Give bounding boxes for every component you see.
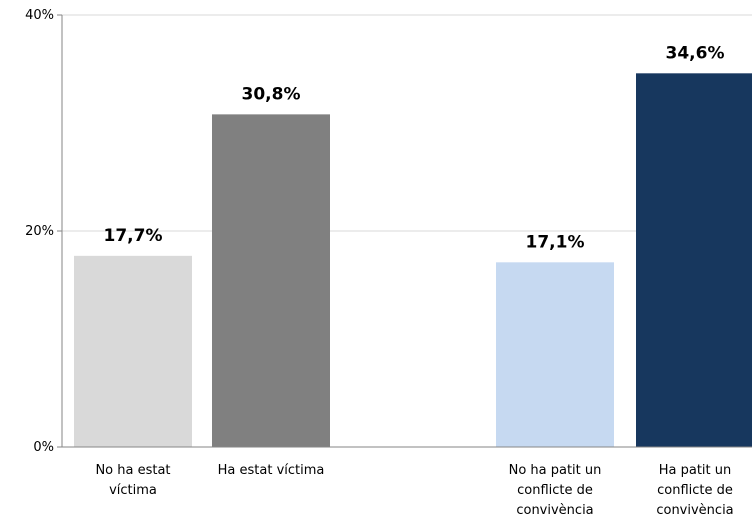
- bar-3: [636, 73, 752, 447]
- bar-2: [496, 262, 614, 447]
- category-label-1-line-0: Ha estat víctima: [218, 463, 325, 478]
- bar-1: [212, 114, 330, 448]
- category-label-0-line-0: No ha estat: [95, 463, 170, 478]
- data-label-1: 30,8%: [242, 84, 301, 104]
- category-label-2-line-2: convivència: [516, 503, 593, 518]
- data-label-3: 34,6%: [666, 43, 725, 63]
- category-label-3-line-2: convivència: [656, 503, 733, 518]
- data-label-2: 17,1%: [526, 232, 585, 252]
- category-label-2-line-1: conflicte de: [517, 483, 593, 498]
- category-label-3-line-1: conflicte de: [657, 483, 733, 498]
- y-tick-label-0: 0%: [33, 440, 54, 455]
- category-label-2-line-0: No ha patit un: [509, 463, 602, 478]
- data-label-0: 17,7%: [104, 226, 163, 246]
- y-tick-label-2: 40%: [25, 8, 54, 23]
- category-label-0-line-1: víctima: [109, 483, 157, 498]
- bar-0: [74, 255, 192, 447]
- y-tick-label-1: 20%: [25, 224, 54, 239]
- category-label-3-line-0: Ha patit un: [659, 463, 732, 478]
